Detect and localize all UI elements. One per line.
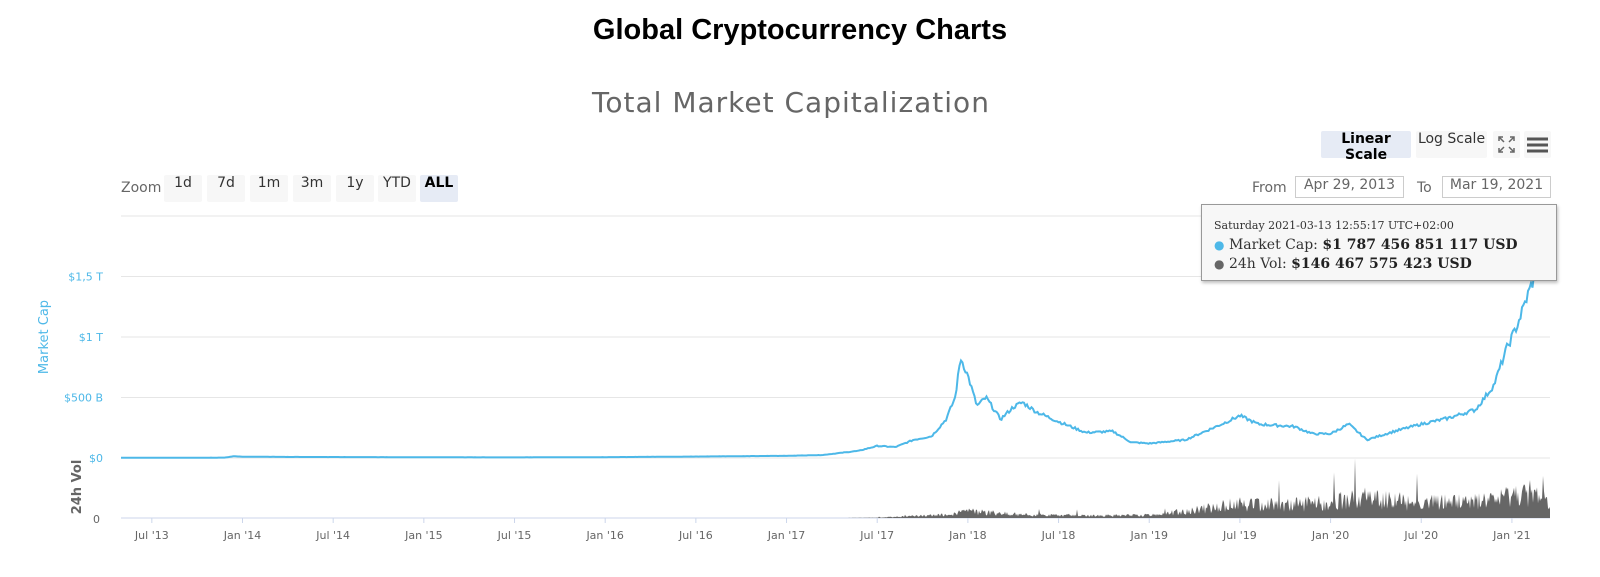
x-tick-label-2: Jul '14 bbox=[315, 529, 350, 542]
x-tick-label-14: Jul '20 bbox=[1403, 529, 1438, 542]
volume-axis-title: 24h Vol bbox=[70, 460, 85, 515]
x-tick-label-4: Jul '15 bbox=[497, 529, 532, 542]
zoom-all-button[interactable]: ALL bbox=[420, 175, 458, 202]
y-tick-label-1: $500 B bbox=[64, 392, 103, 405]
y-tick-label-3: $1,5 T bbox=[68, 271, 103, 284]
log-scale-button[interactable]: Log Scale bbox=[1416, 131, 1487, 158]
zoom-1d-button[interactable]: 1d bbox=[164, 175, 202, 202]
linear-scale-button[interactable]: Linear Scale bbox=[1321, 131, 1411, 163]
x-tick-label-7: Jan '17 bbox=[767, 529, 805, 542]
x-tick-label-1: Jan '14 bbox=[223, 529, 261, 542]
tooltip-market-cap-value: $1 787 456 851 117 USD bbox=[1322, 237, 1518, 253]
x-tick-label-11: Jan '19 bbox=[1129, 529, 1167, 542]
tooltip-volume-value: $146 467 575 423 USD bbox=[1291, 256, 1472, 272]
x-tick-label-8: Jul '17 bbox=[859, 529, 894, 542]
tooltip-market-cap-row: ● Market Cap: $1 787 456 851 117 USD bbox=[1214, 237, 1518, 253]
volume-tick-0: 0 bbox=[93, 513, 100, 526]
y-axis-title: Market Cap bbox=[37, 300, 52, 374]
to-label: To bbox=[1417, 180, 1432, 196]
fullscreen-button[interactable] bbox=[1493, 131, 1520, 158]
chart-title: Total Market Capitalization bbox=[592, 86, 990, 119]
fullscreen-icon bbox=[1498, 136, 1515, 153]
tooltip-volume-label: 24h Vol: bbox=[1228, 256, 1287, 272]
volume-series-area bbox=[121, 458, 1550, 518]
zoom-ytd-button[interactable]: YTD bbox=[378, 175, 416, 202]
zoom-label: Zoom bbox=[121, 180, 162, 196]
zoom-3m-button[interactable]: 3m bbox=[293, 175, 331, 202]
x-tick-label-9: Jan '18 bbox=[948, 529, 986, 542]
chart-tooltip: Saturday 2021-03-13 12:55:17 UTC+02:00 ●… bbox=[1201, 204, 1557, 281]
zoom-7d-button[interactable]: 7d bbox=[207, 175, 245, 202]
hamburger-menu-icon bbox=[1527, 137, 1548, 153]
x-tick-label-3: Jan '15 bbox=[404, 529, 442, 542]
x-tick-label-13: Jan '20 bbox=[1311, 529, 1349, 542]
x-tick-label-12: Jul '19 bbox=[1222, 529, 1257, 542]
from-label: From bbox=[1252, 180, 1287, 196]
tooltip-date: Saturday 2021-03-13 12:55:17 UTC+02:00 bbox=[1214, 219, 1454, 232]
tooltip-market-cap-label: Market Cap: bbox=[1228, 237, 1318, 253]
y-tick-label-2: $1 T bbox=[79, 331, 103, 344]
zoom-1m-button[interactable]: 1m bbox=[250, 175, 288, 202]
x-tick-label-10: Jul '18 bbox=[1041, 529, 1076, 542]
tooltip-volume-row: ● 24h Vol: $146 467 575 423 USD bbox=[1214, 256, 1472, 272]
y-tick-label-0: $0 bbox=[89, 452, 103, 465]
x-tick-label-5: Jan '16 bbox=[585, 529, 623, 542]
from-date-input[interactable]: Apr 29, 2013 bbox=[1295, 176, 1404, 198]
market-cap-series-line bbox=[121, 231, 1550, 459]
x-tick-label-15: Jan '21 bbox=[1492, 529, 1530, 542]
to-date-input[interactable]: Mar 19, 2021 bbox=[1442, 176, 1551, 198]
menu-button[interactable] bbox=[1524, 131, 1551, 158]
x-tick-label-6: Jul '16 bbox=[678, 529, 713, 542]
x-tick-label-0: Jul '13 bbox=[134, 529, 169, 542]
zoom-1y-button[interactable]: 1y bbox=[336, 175, 374, 202]
page-title: Global Cryptocurrency Charts bbox=[592, 14, 1008, 46]
